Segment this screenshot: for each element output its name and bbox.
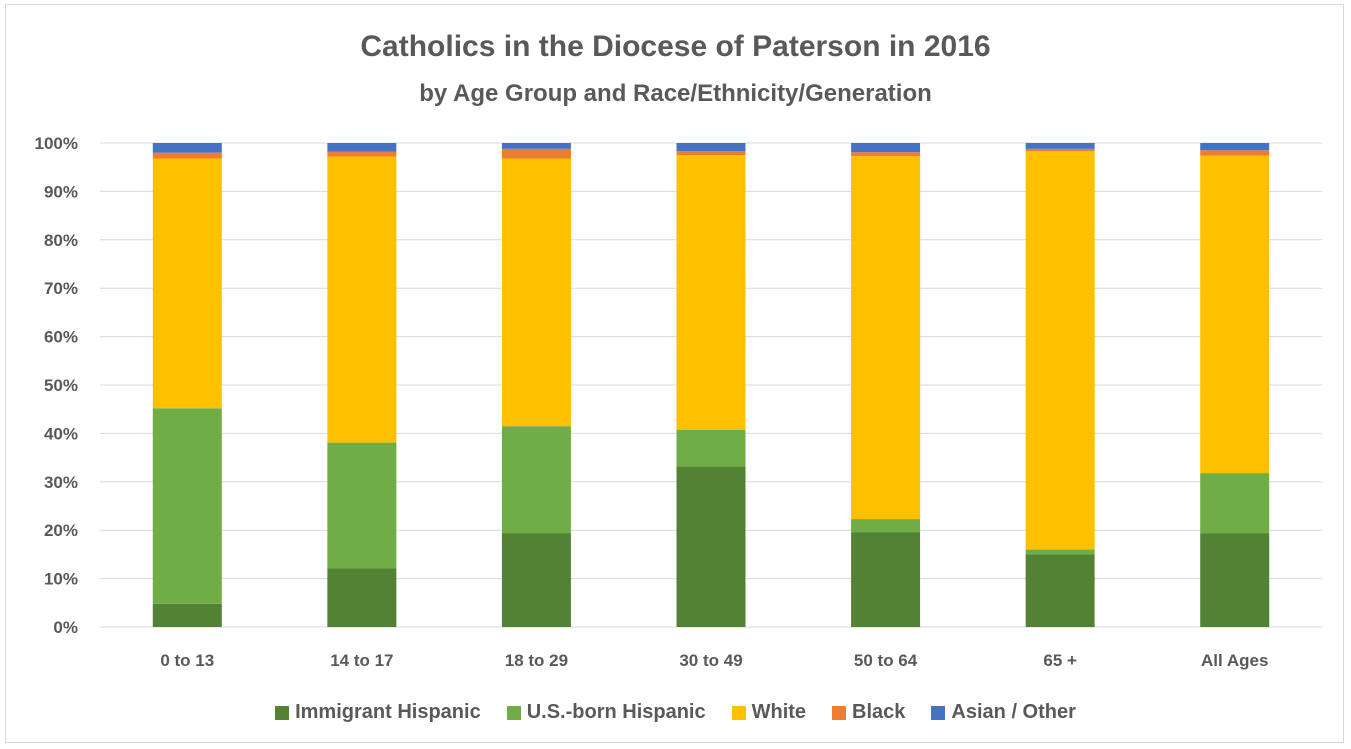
bar-segment-white-65 xyxy=(1025,151,1095,550)
legend-item: White xyxy=(731,701,807,724)
bar-segment-asian-other-65 xyxy=(1025,143,1095,149)
bar-segment-black-50-to-64 xyxy=(851,152,921,157)
x-tick-label: 30 to 49 xyxy=(679,651,742,670)
bar-segment-u-s-born-hispanic-50-to-64 xyxy=(851,519,921,533)
chart-subtitle: by Age Group and Race/Ethnicity/Generati… xyxy=(419,80,932,107)
y-tick-label: 30% xyxy=(44,473,78,492)
x-tick-label: 14 to 17 xyxy=(330,651,393,670)
bar-segment-immigrant-hispanic-0-to-13 xyxy=(152,603,222,627)
bar-segment-black-14-to-17 xyxy=(327,151,397,157)
y-tick-label: 100% xyxy=(35,134,78,153)
bar-segment-u-s-born-hispanic-all-ages xyxy=(1200,473,1270,534)
legend-label: Black xyxy=(852,701,906,723)
y-tick-label: 40% xyxy=(44,424,78,443)
legend-swatch xyxy=(731,705,746,720)
bar-segment-black-all-ages xyxy=(1200,150,1270,156)
legend-item: Black xyxy=(832,701,905,724)
x-tick-label: 65 + xyxy=(1043,651,1077,670)
bar-segment-u-s-born-hispanic-30-to-49 xyxy=(676,430,746,467)
bar-segment-asian-other-30-to-49 xyxy=(676,143,746,152)
legend-label: U.S.-born Hispanic xyxy=(526,701,706,723)
bar-segment-u-s-born-hispanic-18-to-29 xyxy=(501,426,571,534)
bar-segment-u-s-born-hispanic-65 xyxy=(1025,549,1095,555)
legend-label: White xyxy=(751,701,807,723)
x-tick-label: 50 to 64 xyxy=(854,651,918,670)
bar-segment-white-all-ages xyxy=(1200,155,1270,474)
bar-segment-black-0-to-13 xyxy=(152,152,222,159)
chart-title: Catholics in the Diocese of Paterson in … xyxy=(360,30,991,63)
bar-segment-white-18-to-29 xyxy=(501,158,571,427)
y-tick-label: 50% xyxy=(44,376,78,395)
bar-segment-asian-other-18-to-29 xyxy=(501,143,571,149)
legend-item: Immigrant Hispanic xyxy=(275,701,481,724)
y-tick-label: 60% xyxy=(44,328,78,347)
x-tick-label: All Ages xyxy=(1201,651,1268,670)
bar-segment-immigrant-hispanic-30-to-49 xyxy=(676,466,746,627)
bar-segment-immigrant-hispanic-18-to-29 xyxy=(501,533,571,627)
legend-label: Immigrant Hispanic xyxy=(295,701,481,723)
bar-segment-u-s-born-hispanic-14-to-17 xyxy=(327,442,397,569)
x-tick-label: 0 to 13 xyxy=(160,651,214,670)
legend-item: U.S.-born Hispanic xyxy=(506,701,706,724)
bar-segment-black-65 xyxy=(1025,148,1095,152)
bar-segment-asian-other-all-ages xyxy=(1200,143,1270,151)
y-tick-label: 0% xyxy=(53,618,78,637)
bar-segment-asian-other-50-to-64 xyxy=(851,143,921,153)
bar-segment-asian-other-14-to-17 xyxy=(327,143,397,152)
y-tick-label: 10% xyxy=(44,570,78,589)
bar-segment-white-50-to-64 xyxy=(851,156,921,520)
bar-segment-black-30-to-49 xyxy=(676,151,746,156)
bar-segment-white-0-to-13 xyxy=(152,158,222,409)
bar-segment-immigrant-hispanic-65 xyxy=(1025,554,1095,627)
legend-swatch xyxy=(275,705,290,720)
x-tick-label: 18 to 29 xyxy=(505,651,568,670)
legend-item: Asian / Other xyxy=(931,701,1076,724)
legend-label: Asian / Other xyxy=(951,701,1076,723)
legend: Immigrant Hispanic U.S.-born Hispanic Whit… xyxy=(0,701,1351,724)
bar-segment-u-s-born-hispanic-0-to-13 xyxy=(152,408,222,604)
y-tick-label: 80% xyxy=(44,231,78,250)
bar-segment-black-18-to-29 xyxy=(501,148,571,159)
bar-segment-immigrant-hispanic-all-ages xyxy=(1200,533,1270,627)
y-tick-label: 70% xyxy=(44,279,78,298)
legend-swatch xyxy=(506,705,521,720)
bar-segment-white-30-to-49 xyxy=(676,155,746,431)
y-tick-label: 20% xyxy=(44,521,78,540)
bar-segment-immigrant-hispanic-50-to-64 xyxy=(851,532,921,627)
y-tick-label: 90% xyxy=(44,182,78,201)
legend-swatch xyxy=(832,705,847,720)
bar-segment-asian-other-0-to-13 xyxy=(152,143,222,153)
bar-segment-white-14-to-17 xyxy=(327,156,397,443)
chart-frame xyxy=(5,4,1344,743)
bar-segment-immigrant-hispanic-14-to-17 xyxy=(327,568,397,627)
legend-swatch xyxy=(931,705,946,720)
